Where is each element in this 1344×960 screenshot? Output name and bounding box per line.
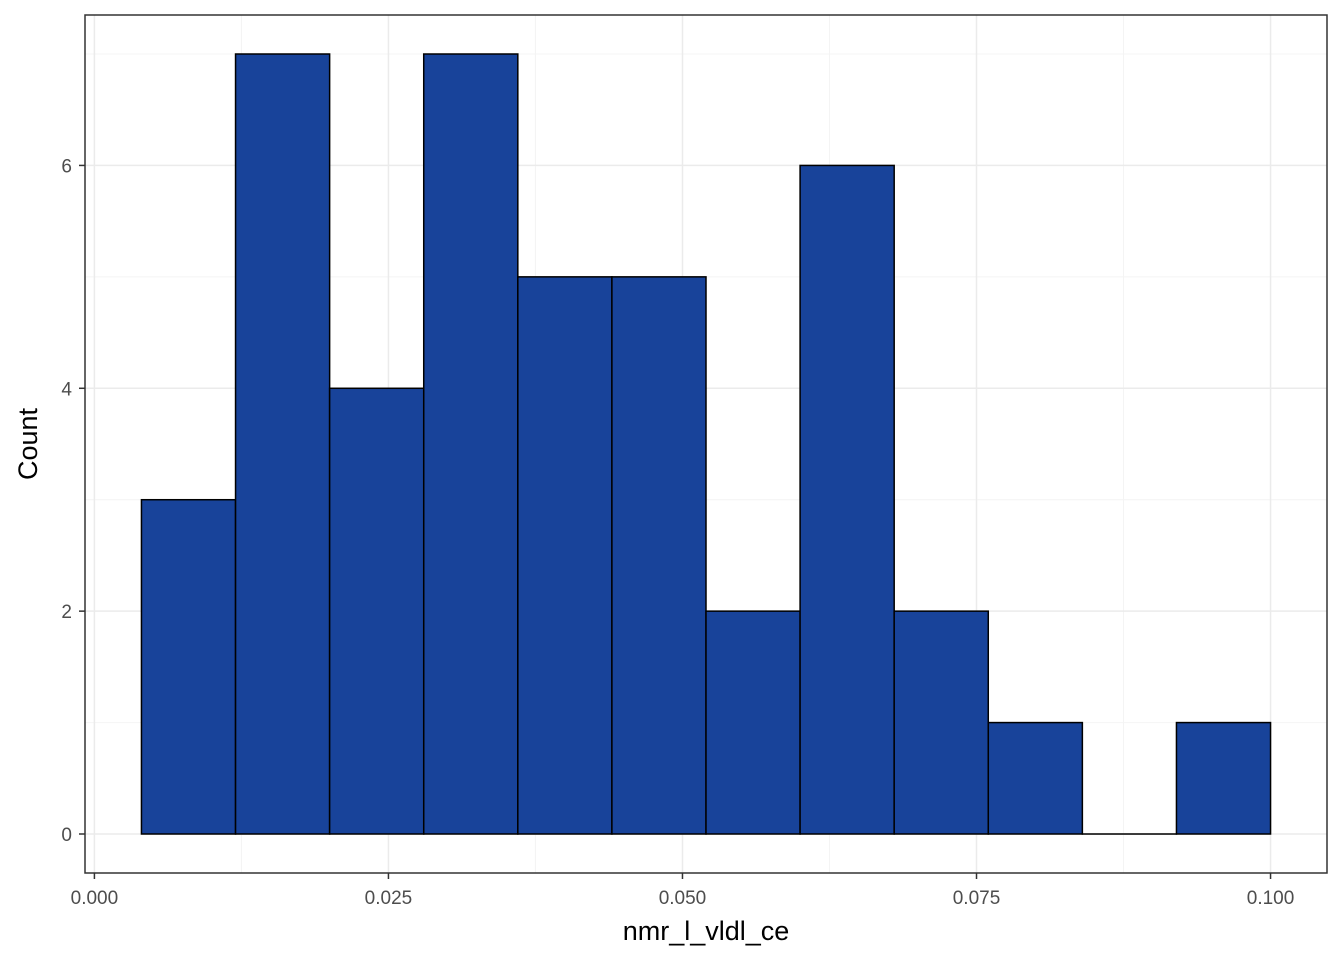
- x-tick-label: 0.000: [71, 888, 119, 909]
- histogram-bar: [140, 498, 237, 835]
- histogram-bar: [328, 387, 425, 835]
- panel-border: [84, 14, 1328, 874]
- y-tick-label: 4: [61, 379, 72, 400]
- x-tick-label: 0.075: [953, 888, 1001, 909]
- x-axis-tick-labels: 0.000 0.025 0.050 0.075 0.100: [71, 888, 1295, 909]
- histogram-bar: [799, 164, 895, 835]
- y-tick-label: 2: [61, 602, 72, 623]
- histogram-bar: [517, 276, 613, 835]
- axis-ticks: [79, 164, 1272, 879]
- y-axis-title: Count: [13, 407, 43, 480]
- x-tick-label: 0.025: [365, 888, 413, 909]
- y-tick-label: 0: [61, 825, 72, 846]
- histogram-bar: [705, 610, 801, 835]
- y-axis-tick-labels: 0 2 4 6: [61, 156, 72, 846]
- x-tick-label: 0.100: [1247, 888, 1295, 909]
- histogram-bar: [893, 610, 990, 835]
- x-axis-title: nmr_l_vldl_ce: [623, 916, 790, 946]
- y-tick-label: 6: [61, 156, 72, 177]
- histogram-bar: [1175, 721, 1272, 835]
- histogram-bar: [611, 276, 707, 835]
- histogram-bar: [422, 53, 519, 835]
- x-tick-label: 0.050: [659, 888, 707, 909]
- histogram-bar: [234, 53, 331, 835]
- histogram-bars: [140, 53, 1272, 835]
- histogram-bar: [987, 721, 1084, 835]
